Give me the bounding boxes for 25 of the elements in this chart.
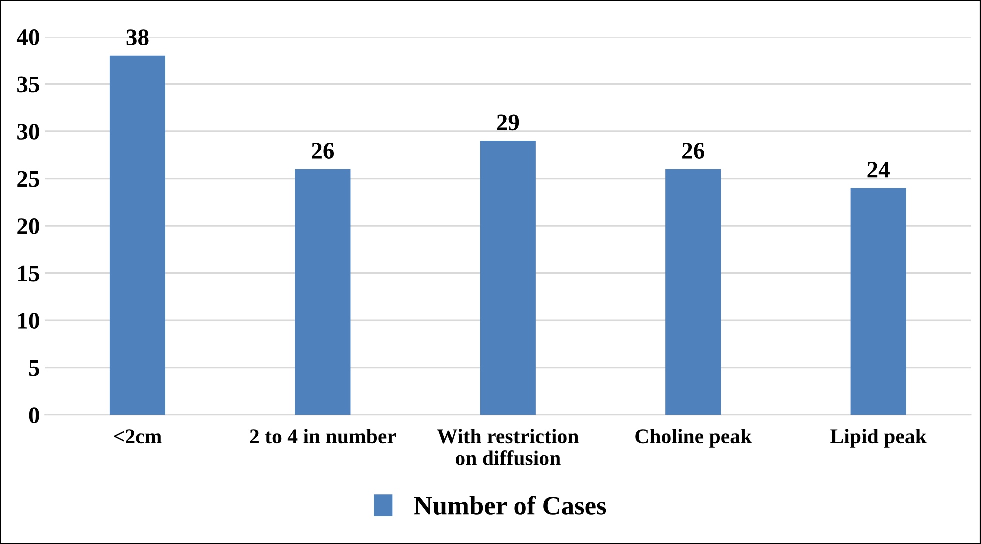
y-tick-label: 5 bbox=[29, 360, 40, 376]
x-tick-label: Choline peak bbox=[636, 428, 752, 448]
y-tick-label: 10 bbox=[18, 313, 40, 329]
data-label: 38 bbox=[126, 30, 149, 46]
data-label: 26 bbox=[312, 143, 334, 159]
x-tick-label: 2 to 4 in number bbox=[250, 428, 396, 444]
y-tick-label: 0 bbox=[29, 408, 40, 424]
data-label: 29 bbox=[497, 114, 520, 131]
legend-label: Number of Cases bbox=[414, 496, 606, 515]
y-tick-label: 25 bbox=[18, 171, 40, 188]
bar bbox=[666, 169, 722, 416]
y-tick-label: 20 bbox=[18, 218, 40, 234]
bar bbox=[110, 56, 166, 416]
x-tick-label: <2cm bbox=[114, 430, 162, 444]
data-label: 26 bbox=[682, 143, 704, 159]
bar bbox=[295, 169, 351, 416]
bar bbox=[480, 140, 536, 416]
x-tick-label: With restriction on diffusion bbox=[437, 428, 579, 466]
bar bbox=[850, 188, 906, 416]
data-label: 24 bbox=[868, 162, 890, 178]
y-tick-label: 35 bbox=[18, 76, 40, 93]
x-tick-label: Lipid peak bbox=[830, 428, 927, 448]
y-tick-label: 40 bbox=[16, 29, 40, 46]
y-tick-label: 15 bbox=[18, 266, 40, 282]
y-tick-label: 30 bbox=[18, 124, 40, 140]
